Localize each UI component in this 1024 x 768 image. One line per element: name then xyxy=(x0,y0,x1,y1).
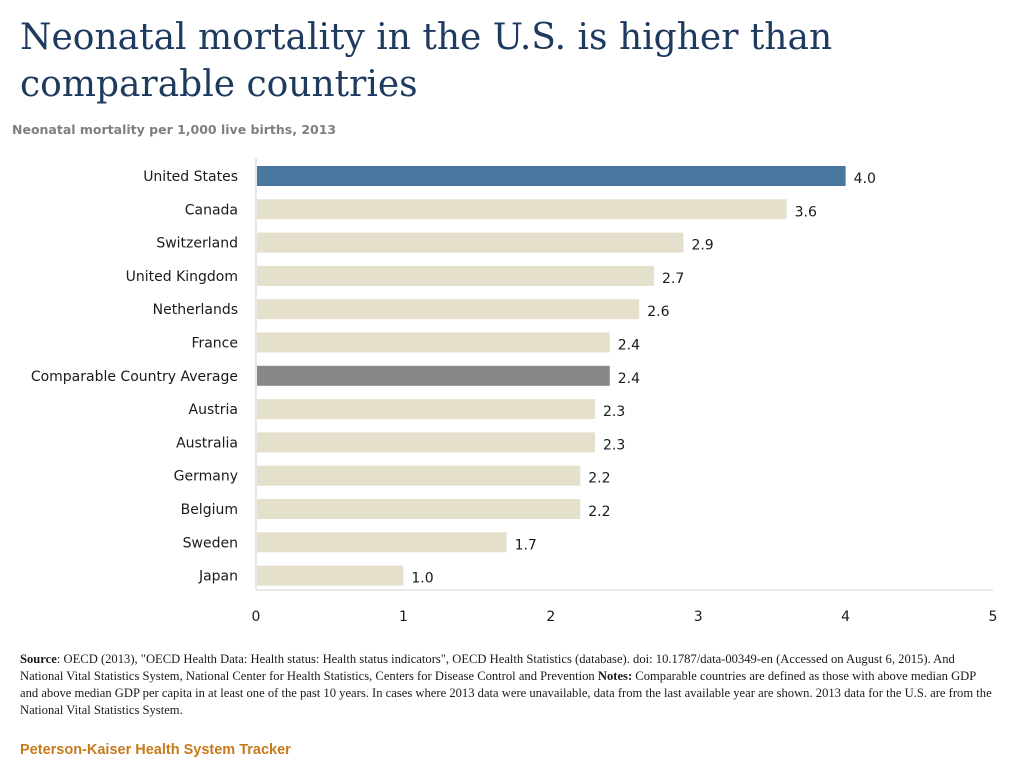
value-label-france: 2.4 xyxy=(618,338,640,354)
bar-austria xyxy=(257,399,596,420)
brand-footer: Peterson-Kaiser Health System Tracker xyxy=(20,742,291,758)
chart-subtitle: Neonatal mortality per 1,000 live births… xyxy=(12,122,337,137)
bar-chart: United States 4.0 Canada 3.6 Switzerland 2.9 U… xyxy=(31,158,998,625)
value-label-sweden: 1.7 xyxy=(515,537,537,553)
category-label-japan: Japan xyxy=(198,569,238,585)
bar-comparable-country-average xyxy=(257,365,610,386)
value-label-belgium: 2.2 xyxy=(588,504,610,520)
bar-united-states xyxy=(257,166,846,186)
category-label-canada: Canada xyxy=(185,202,238,218)
bar-france xyxy=(257,332,610,353)
bar-germany xyxy=(257,465,581,486)
category-label-france: France xyxy=(191,336,238,352)
source-label: Source xyxy=(20,652,57,666)
x-tick-label-2: 2 xyxy=(546,609,555,625)
category-label-comparable-country-average: Comparable Country Average xyxy=(31,369,238,385)
value-label-comparable-country-average: 2.4 xyxy=(618,371,640,387)
x-tick-label-5: 5 xyxy=(989,609,998,625)
chart-title: Neonatal mortality in the U.S. is higher… xyxy=(20,17,833,105)
category-label-united-states: United States xyxy=(143,169,238,185)
bar-belgium xyxy=(257,499,581,519)
value-label-austria: 2.3 xyxy=(603,404,625,420)
bar-united-kingdom xyxy=(257,265,654,286)
category-label-united-kingdom: United Kingdom xyxy=(126,269,238,285)
x-tick-label-3: 3 xyxy=(694,609,703,625)
notes-text: Comparable countries are defined as thos… xyxy=(20,669,992,717)
bar-sweden xyxy=(257,532,507,553)
source-notes: Source: OECD (2013), "OECD Health Data: … xyxy=(20,651,995,719)
value-label-united-states: 4.0 xyxy=(854,171,876,187)
value-label-australia: 2.3 xyxy=(603,437,625,453)
x-tick-label-4: 4 xyxy=(841,609,850,625)
bar-japan xyxy=(257,565,404,586)
notes-label: Notes: xyxy=(597,669,633,683)
value-label-united-kingdom: 2.7 xyxy=(662,271,684,287)
bar-switzerland xyxy=(257,232,684,253)
category-label-austria: Austria xyxy=(189,402,238,418)
value-label-netherlands: 2.6 xyxy=(647,304,669,320)
bar-netherlands xyxy=(257,299,640,320)
category-label-australia: Australia xyxy=(176,435,238,451)
category-label-switzerland: Switzerland xyxy=(156,236,238,252)
category-label-sweden: Sweden xyxy=(183,535,238,551)
value-label-japan: 1.0 xyxy=(411,571,433,587)
value-label-switzerland: 2.9 xyxy=(691,238,713,254)
category-label-germany: Germany xyxy=(174,469,238,485)
category-label-belgium: Belgium xyxy=(181,502,238,518)
category-label-netherlands: Netherlands xyxy=(153,302,238,318)
value-label-canada: 3.6 xyxy=(795,204,817,220)
bar-australia xyxy=(257,432,596,453)
source-text: : OECD (2013), "OECD Health Data: Health… xyxy=(20,652,955,683)
x-tick-label-0: 0 xyxy=(252,609,261,625)
value-label-germany: 2.2 xyxy=(588,471,610,487)
bar-canada xyxy=(257,199,787,220)
x-tick-label-1: 1 xyxy=(399,609,408,625)
